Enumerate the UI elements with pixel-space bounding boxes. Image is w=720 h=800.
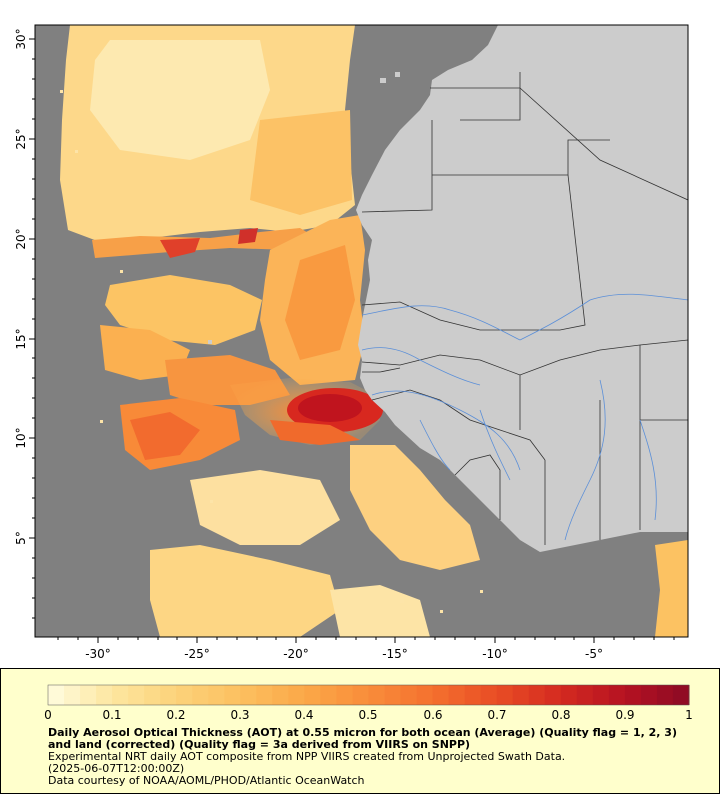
lat-label: 10° [14,427,28,448]
lat-label: 5° [14,531,28,545]
colorbar-tick-label: 0.8 [551,708,570,722]
colorbar-cell [448,685,466,705]
colorbar-cell [624,685,642,705]
colorbar-cell [656,685,674,705]
colorbar-cell [272,685,289,705]
colorbar-cell [528,685,546,705]
colorbar-cell [80,685,97,705]
colorbar-cell [416,685,434,705]
colorbar-cell [160,685,177,705]
colorbar-cell [608,685,626,705]
colorbar-cell [384,685,402,705]
colorbar-tick-label: 1 [685,708,693,722]
colorbar-cell [464,685,482,705]
colorbar-cell [512,685,530,705]
lat-label: 15° [14,328,28,349]
colorbar-tick-label: 0.4 [294,708,313,722]
lon-label: -20° [283,647,309,660]
map-canvas: -30° -25° -20° -15° -10° -5° 5° 10° 15° … [14,24,689,660]
colorbar-cell [96,685,113,705]
colorbar-tick-label: 0.9 [615,708,634,722]
legend-text: Daily Aerosol Optical Thickness (AOT) at… [48,727,688,787]
map-frame [34,24,689,638]
legend-panel: 0 0.1 0.2 0.3 0.4 0.5 0.6 0.7 0.8 0.9 1 … [0,668,720,794]
lon-label: -10° [482,647,508,660]
aot-map: -30° -25° -20° -15° -10° -5° 5° 10° 15° … [14,24,689,660]
colorbar-cell [672,685,690,705]
legend-date-line: (2025-06-07T12:00:00Z) [48,762,185,775]
lon-label: -25° [184,647,210,660]
colorbar-cell [48,685,65,705]
colorbar-cell [480,685,498,705]
colorbar-tick-label: 0.1 [102,708,121,722]
colorbar-cell [64,685,81,705]
colorbar-cell [192,685,209,705]
lat-label: 25° [14,128,28,149]
colorbar-tick-label: 0.7 [487,708,506,722]
legend-source-line: Experimental NRT daily AOT composite fro… [48,750,566,763]
colorbar-frame [47,684,690,706]
colorbar-cell [400,685,418,705]
colorbar-cell [304,685,321,705]
colorbar-tick-label: 0.6 [423,708,442,722]
colorbar-ticks: 0 0.1 0.2 0.3 0.4 0.5 0.6 0.7 0.8 0.9 1 [44,708,693,722]
colorbar-cell [144,685,161,705]
colorbar-cell [112,685,129,705]
colorbar-cell [288,685,305,705]
colorbar-tick-label: 0.5 [358,708,377,722]
latitude-labels: 5° 10° 15° 20° 25° 30° [14,28,28,544]
rivers [361,293,688,541]
lon-label: -30° [85,647,111,660]
legend-credit-line: Data courtesy of NOAA/AOML/PHOD/Atlantic… [48,774,365,787]
colorbar-cell [128,685,145,705]
colorbar-tick-label: 0.3 [230,708,249,722]
colorbar-cell [352,685,369,705]
colorbar-cells [48,685,690,705]
colorbar-cell [336,685,353,705]
colorbar-cell [432,685,450,705]
axis-ticks [29,38,595,643]
colorbar-cell [256,685,273,705]
aot-field [60,25,688,637]
colorbar-cell [576,685,594,705]
colorbar-cell [592,685,610,705]
colorbar-cell [240,685,257,705]
lat-label: 20° [14,228,28,249]
colorbar-cell [176,685,193,705]
colorbar-cell [368,685,386,705]
colorbar-cell [224,685,241,705]
colorbar: 0 0.1 0.2 0.3 0.4 0.5 0.6 0.7 0.8 0.9 1 [44,684,693,722]
colorbar-cell [544,685,562,705]
colorbar-cell [320,685,337,705]
colorbar-cell [208,685,225,705]
colorbar-cell [640,685,658,705]
colorbar-tick-label: 0.2 [166,708,185,722]
colorbar-tick-label: 0 [44,708,52,722]
legend-title: Daily Aerosol Optical Thickness (AOT) at… [48,726,677,751]
lon-label: -5° [585,647,603,660]
colorbar-cell [496,685,514,705]
longitude-labels: -30° -25° -20° -15° -10° -5° [85,647,603,660]
lat-label: 30° [14,28,28,49]
colorbar-cell [560,685,578,705]
lon-label: -15° [382,647,408,660]
